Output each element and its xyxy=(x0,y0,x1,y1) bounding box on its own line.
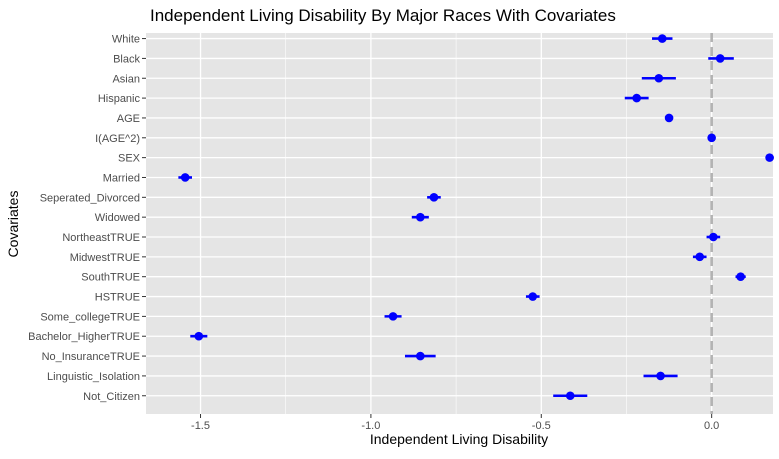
chart-title: Independent Living Disability By Major R… xyxy=(150,6,616,25)
x-tick-label: -1.5 xyxy=(191,420,210,432)
y-tick-label: Black xyxy=(113,53,140,65)
data-point xyxy=(695,252,705,262)
data-point xyxy=(765,153,774,162)
data-point xyxy=(565,391,575,401)
y-tick-label: NortheastTRUE xyxy=(62,232,140,244)
x-axis: -1.5 -1.0 -0.5 0.0 xyxy=(191,414,719,432)
y-tick-label: White xyxy=(112,34,140,46)
y-tick-label: SouthTRUE xyxy=(81,272,140,284)
x-tick-label: -1.0 xyxy=(361,420,380,432)
y-tick-label: Bachelor_HigherTRUE xyxy=(28,331,140,343)
y-tick-label: Married xyxy=(103,172,140,184)
data-point xyxy=(632,93,641,103)
data-point xyxy=(528,292,538,301)
y-tick-label: Linguistic_Isolation xyxy=(47,371,140,383)
data-point xyxy=(707,133,716,143)
data-point xyxy=(709,232,718,242)
y-tick-label: Widowed xyxy=(95,212,140,224)
data-point xyxy=(654,73,664,83)
data-point xyxy=(429,193,439,202)
data-point xyxy=(736,272,745,281)
x-axis-title: Independent Living Disability xyxy=(370,431,548,447)
plot-panel xyxy=(146,33,773,414)
data-point xyxy=(715,54,725,63)
x-tick-label: -0.5 xyxy=(532,420,551,432)
grid-major-lines xyxy=(146,33,773,414)
x-tick-label: 0.0 xyxy=(704,420,719,432)
y-tick-label: Seperated_Divorced xyxy=(40,192,140,204)
data-point xyxy=(656,371,665,381)
y-tick-label: AGE xyxy=(117,113,140,125)
y-tick-label: I(AGE^2) xyxy=(95,133,140,145)
chart-marks xyxy=(178,34,774,401)
data-point xyxy=(194,331,204,341)
data-point xyxy=(180,173,190,182)
y-tick-label: Asian xyxy=(112,73,140,85)
y-tick-label: No_InsuranceTRUE xyxy=(42,351,140,363)
y-tick-label: MidwestTRUE xyxy=(70,252,140,264)
y-tick-label: HSTRUE xyxy=(95,292,140,304)
y-axis-title: Covariates xyxy=(5,191,21,258)
y-axis: White Black Asian Hispanic AGE I(AGE^2) SEX Mar… xyxy=(28,34,146,403)
data-point xyxy=(664,113,674,123)
data-point xyxy=(388,312,398,321)
data-point xyxy=(416,351,425,361)
y-tick-label: Hispanic xyxy=(98,93,141,105)
y-tick-label: Some_collegeTRUE xyxy=(40,311,140,323)
y-tick-label: SEX xyxy=(118,153,141,165)
y-tick-label: Not_Citizen xyxy=(83,391,140,403)
grid-minor-lines xyxy=(285,33,627,414)
data-point xyxy=(657,34,667,43)
data-point xyxy=(416,212,425,222)
